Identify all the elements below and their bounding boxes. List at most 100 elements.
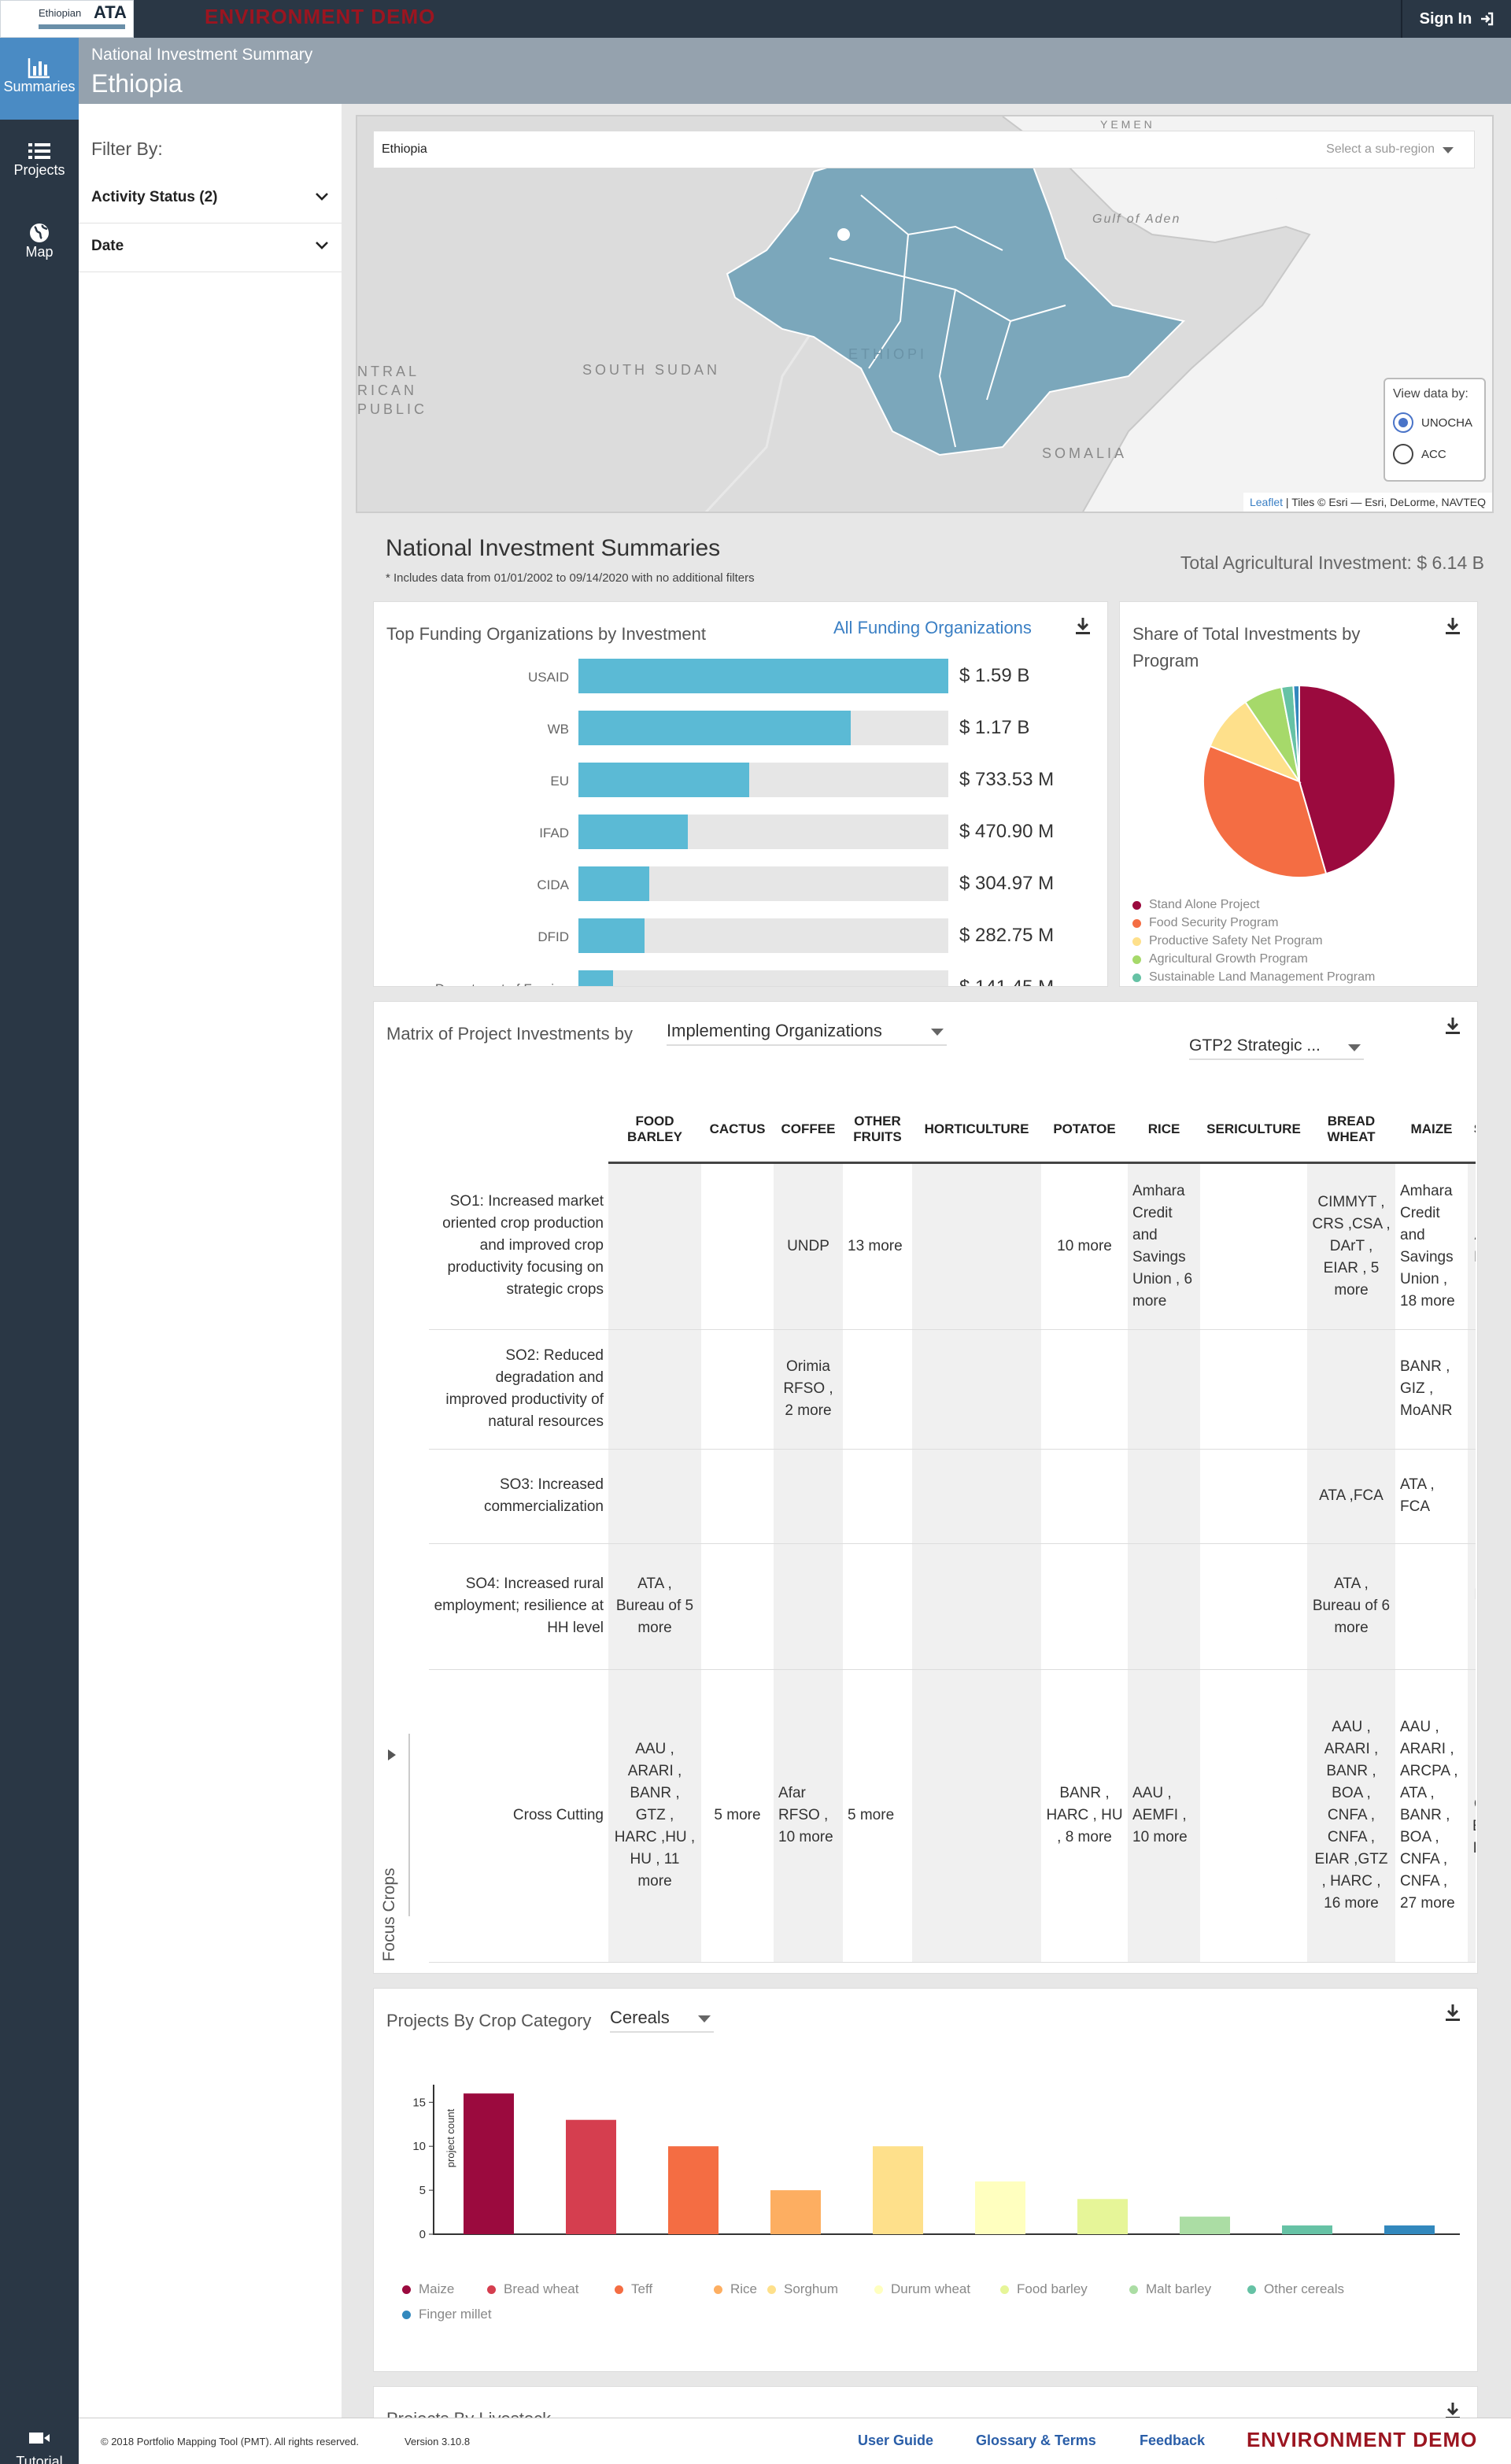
all-funding-link[interactable]: All Funding Organizations xyxy=(833,618,1032,637)
matrix-cell[interactable]: ATA , Bureau of 6 more xyxy=(1307,1543,1395,1670)
matrix-row-label: SO3: Increased commercialization xyxy=(429,1449,608,1544)
crop-legend-item[interactable]: Sorghum xyxy=(767,2281,838,2297)
crop-bar[interactable] xyxy=(668,2146,719,2234)
funding-bar[interactable] xyxy=(578,763,749,797)
nav-tutorial[interactable]: Tutorial xyxy=(0,2430,79,2464)
matrix-table-wrap: FOOD BARLEY CACTUS COFFEE OTHER FRUITS HORTI… xyxy=(429,1098,1476,1973)
matrix-cell[interactable]: 5 more xyxy=(701,1669,774,1963)
legend-label: Finger millet xyxy=(419,2307,492,2322)
crop-legend-item[interactable]: Teff xyxy=(615,2281,652,2297)
matrix-dimension-select[interactable]: Implementing Organizations xyxy=(667,1021,947,1046)
sign-in-button[interactable]: Sign In xyxy=(1401,0,1511,38)
footer-environment-banner: ENVIRONMENT DEMO xyxy=(1247,2428,1478,2451)
crop-legend-item[interactable]: Finger millet xyxy=(402,2307,492,2322)
y-tick-label: 10 xyxy=(412,2140,426,2153)
environment-banner: ENVIRONMENT DEMO xyxy=(205,5,436,28)
matrix-cell[interactable]: AAU , ARARI , ARCPA , ATA , BANR , BOA ,… xyxy=(1395,1669,1468,1963)
ata-logo[interactable]: Ethiopian ATA xyxy=(0,0,134,38)
y-tick-label: 15 xyxy=(412,2096,426,2109)
crop-bar[interactable] xyxy=(1282,2225,1332,2234)
matrix-cell[interactable]: AAU , ARARI , BANR , GTZ , HARC ,HU , HU… xyxy=(608,1669,701,1963)
map[interactable]: SOUTH SUDAN SOMALIA Gulf of Aden YEMEN N… xyxy=(356,115,1494,513)
matrix-cell[interactable]: ATA , FCA xyxy=(1395,1449,1468,1544)
crop-bar[interactable] xyxy=(1384,2225,1435,2234)
user-guide-link[interactable]: User Guide xyxy=(858,2433,934,2448)
funding-bar[interactable] xyxy=(578,970,614,986)
matrix-cell[interactable]: Amhara Credit and Savings Union , 6 more xyxy=(1128,1162,1200,1330)
radio-unocha[interactable]: UNOCHA xyxy=(1393,412,1476,433)
crop-bar-chart: 0 5 10 15 project count xyxy=(412,2085,1460,2241)
crop-legend-item[interactable]: Rice xyxy=(714,2281,757,2297)
matrix-cell[interactable]: 13 more xyxy=(843,1162,912,1330)
left-nav: Summaries Projects Map Tutorial xyxy=(0,38,79,2464)
matrix-cell[interactable]: UNDP xyxy=(774,1162,843,1330)
crop-legend-item[interactable]: Food barley xyxy=(1000,2281,1088,2297)
legend-swatch xyxy=(1132,955,1141,964)
pie-slice[interactable] xyxy=(1299,684,1396,875)
pie-slice[interactable] xyxy=(1203,744,1328,878)
funding-bar[interactable] xyxy=(578,918,645,953)
matrix-cell[interactable]: ATA , Bureau of 5 more xyxy=(608,1543,701,1670)
subregion-select[interactable]: Select a sub-region xyxy=(1326,142,1435,156)
map-label-car: PUBLIC xyxy=(357,401,428,417)
matrix-cell xyxy=(843,1543,912,1670)
funding-bar[interactable] xyxy=(578,711,851,745)
funding-bar[interactable] xyxy=(578,815,689,849)
matrix-cell[interactable]: Bu 5 xyxy=(1468,1543,1476,1670)
matrix-cell xyxy=(774,1449,843,1544)
crop-legend-item[interactable]: Malt barley xyxy=(1129,2281,1211,2297)
filter-date[interactable]: Date xyxy=(79,223,342,272)
matrix-cell[interactable]: AAU , ARARI , BANR , BOA , CNFA , CNFA ,… xyxy=(1307,1669,1395,1963)
nav-projects[interactable]: Projects xyxy=(0,121,79,203)
matrix-column-header: OTHER FRUITS xyxy=(843,1098,912,1164)
crop-bar[interactable] xyxy=(975,2181,1025,2234)
matrix-cell[interactable]: Orimia RFSO , 2 more xyxy=(774,1329,843,1450)
crop-legend-item[interactable]: Bread wheat xyxy=(487,2281,578,2297)
funding-bar-track xyxy=(578,918,948,953)
legend-swatch xyxy=(1129,2285,1138,2294)
matrix-cell[interactable]: CIMMYT , CRS ,CSA , DArT , EIAR , 5 more xyxy=(1307,1162,1395,1330)
crop-legend-item[interactable]: Durum wheat xyxy=(874,2281,970,2297)
matrix-cell[interactable]: BANR , GIZ , MoANR xyxy=(1395,1329,1468,1450)
crop-bar[interactable] xyxy=(1180,2216,1230,2234)
pie-slice[interactable] xyxy=(1292,684,1300,782)
matrix-cell[interactable]: Afar RFSO , 10 more xyxy=(774,1669,843,1963)
footer: © 2018 Portfolio Mapping Tool (PMT). All… xyxy=(79,2418,1511,2464)
expand-arrow-icon[interactable] xyxy=(388,1749,396,1760)
filter-activity-status[interactable]: Activity Status (2) xyxy=(79,175,342,223)
crop-legend-item[interactable]: Maize xyxy=(402,2281,454,2297)
matrix-cell xyxy=(1041,1449,1128,1544)
download-icon[interactable] xyxy=(1444,616,1461,635)
funding-bar[interactable] xyxy=(578,659,948,693)
crop-bar[interactable] xyxy=(770,2190,821,2234)
matrix-cell[interactable]: AAU , AEMFI , 10 more xyxy=(1128,1669,1200,1963)
download-icon[interactable] xyxy=(1444,2003,1461,2022)
nav-summaries[interactable]: Summaries xyxy=(0,38,79,120)
matrix-cell xyxy=(1200,1449,1307,1544)
matrix-cell xyxy=(1200,1162,1307,1330)
matrix-row-label: SO1: Increased market oriented crop prod… xyxy=(429,1162,608,1330)
funding-bar[interactable] xyxy=(578,866,650,901)
crop-bar[interactable] xyxy=(566,2119,616,2234)
matrix-cell[interactable]: E C Ca Eth HA 4 xyxy=(1468,1669,1476,1963)
radio-acc[interactable]: ACC xyxy=(1393,444,1476,464)
matrix-cell[interactable]: BANR , HARC , HU , 8 more xyxy=(1041,1669,1128,1963)
download-icon[interactable] xyxy=(1444,1016,1461,1035)
crop-category-select[interactable]: Cereals xyxy=(610,2008,714,2033)
matrix-cell[interactable]: A AT I C 5 xyxy=(1468,1162,1476,1330)
matrix-cell[interactable]: 10 more xyxy=(1041,1162,1128,1330)
matrix-cell[interactable]: 5 more xyxy=(843,1669,912,1963)
feedback-link[interactable]: Feedback xyxy=(1140,2433,1206,2448)
crop-bar[interactable] xyxy=(464,2093,514,2234)
matrix-cell[interactable]: ATA ,FCA xyxy=(1307,1449,1395,1544)
leaflet-link[interactable]: Leaflet xyxy=(1249,496,1284,508)
crop-bar[interactable] xyxy=(1077,2199,1128,2234)
matrix-cell[interactable]: Amhara Credit and Savings Union , 18 mor… xyxy=(1395,1162,1468,1330)
glossary-link[interactable]: Glossary & Terms xyxy=(976,2433,1096,2448)
gtp-select[interactable]: GTP2 Strategic ... xyxy=(1189,1036,1364,1060)
crop-bar[interactable] xyxy=(873,2146,923,2234)
download-icon[interactable] xyxy=(1074,616,1092,635)
crop-legend-item[interactable]: Other cereals xyxy=(1247,2281,1344,2297)
matrix-cell[interactable]: E M xyxy=(1468,1329,1476,1450)
nav-map[interactable]: Map xyxy=(0,203,79,285)
